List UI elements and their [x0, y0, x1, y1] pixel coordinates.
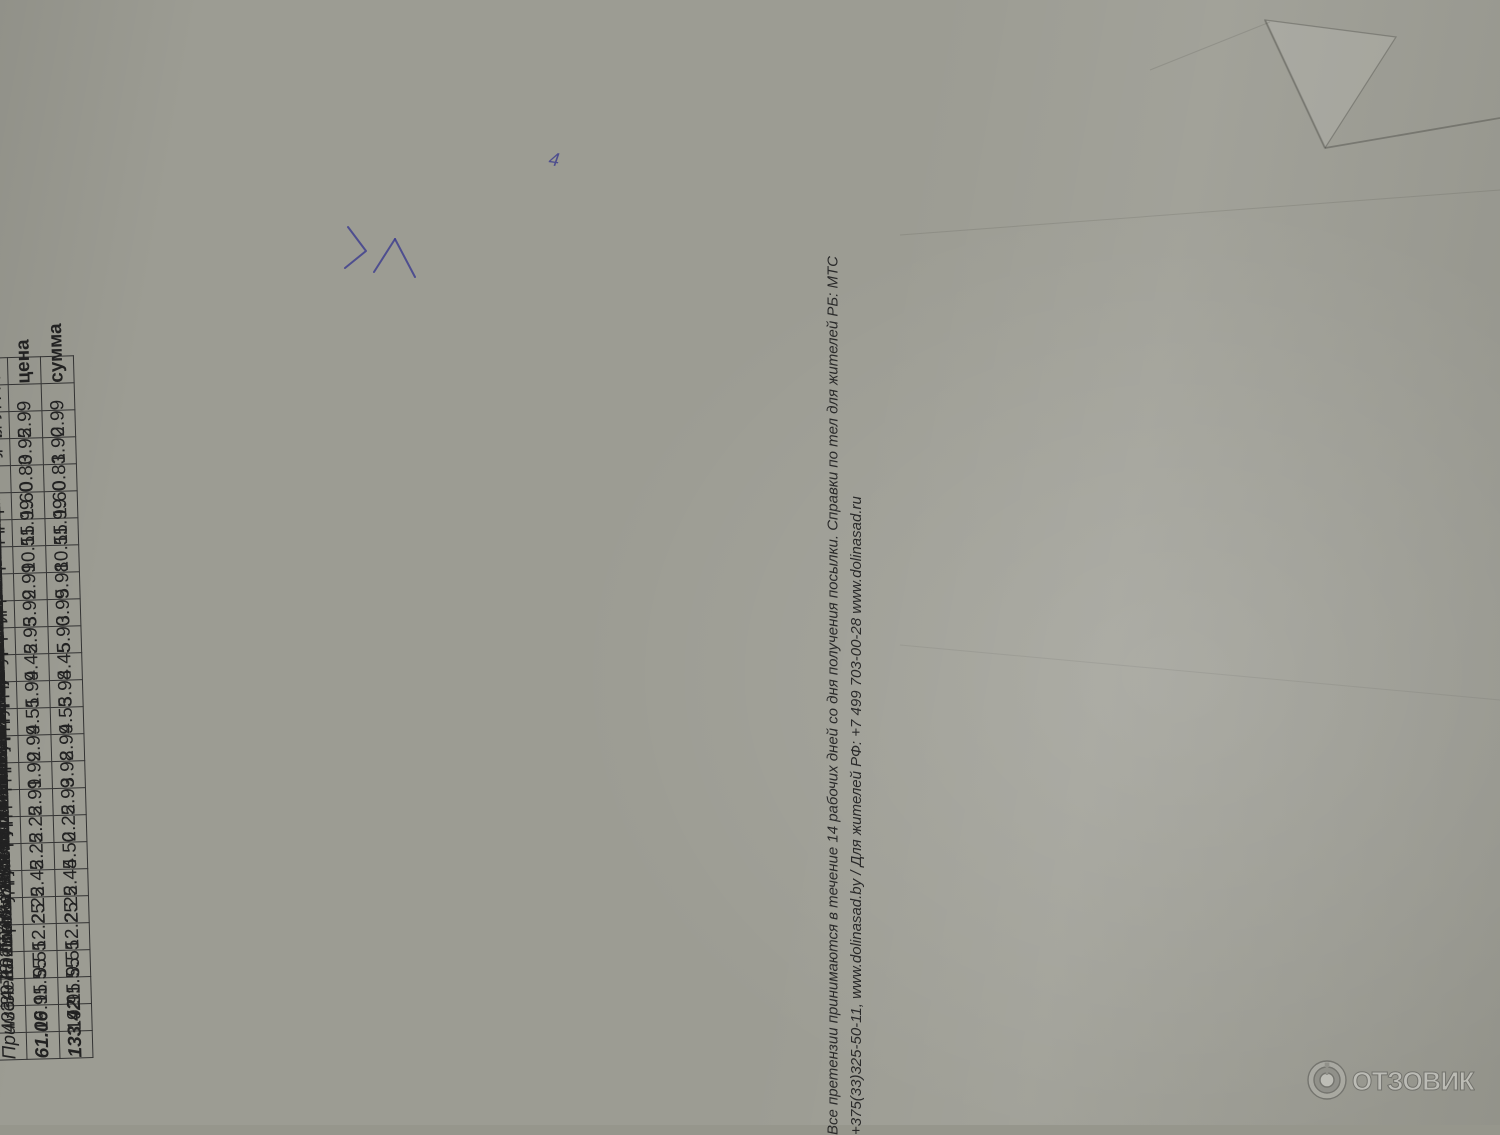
- svg-text:4: 4: [547, 149, 560, 171]
- svg-text:ОТЗОВИК: ОТЗОВИК: [1352, 1066, 1475, 1096]
